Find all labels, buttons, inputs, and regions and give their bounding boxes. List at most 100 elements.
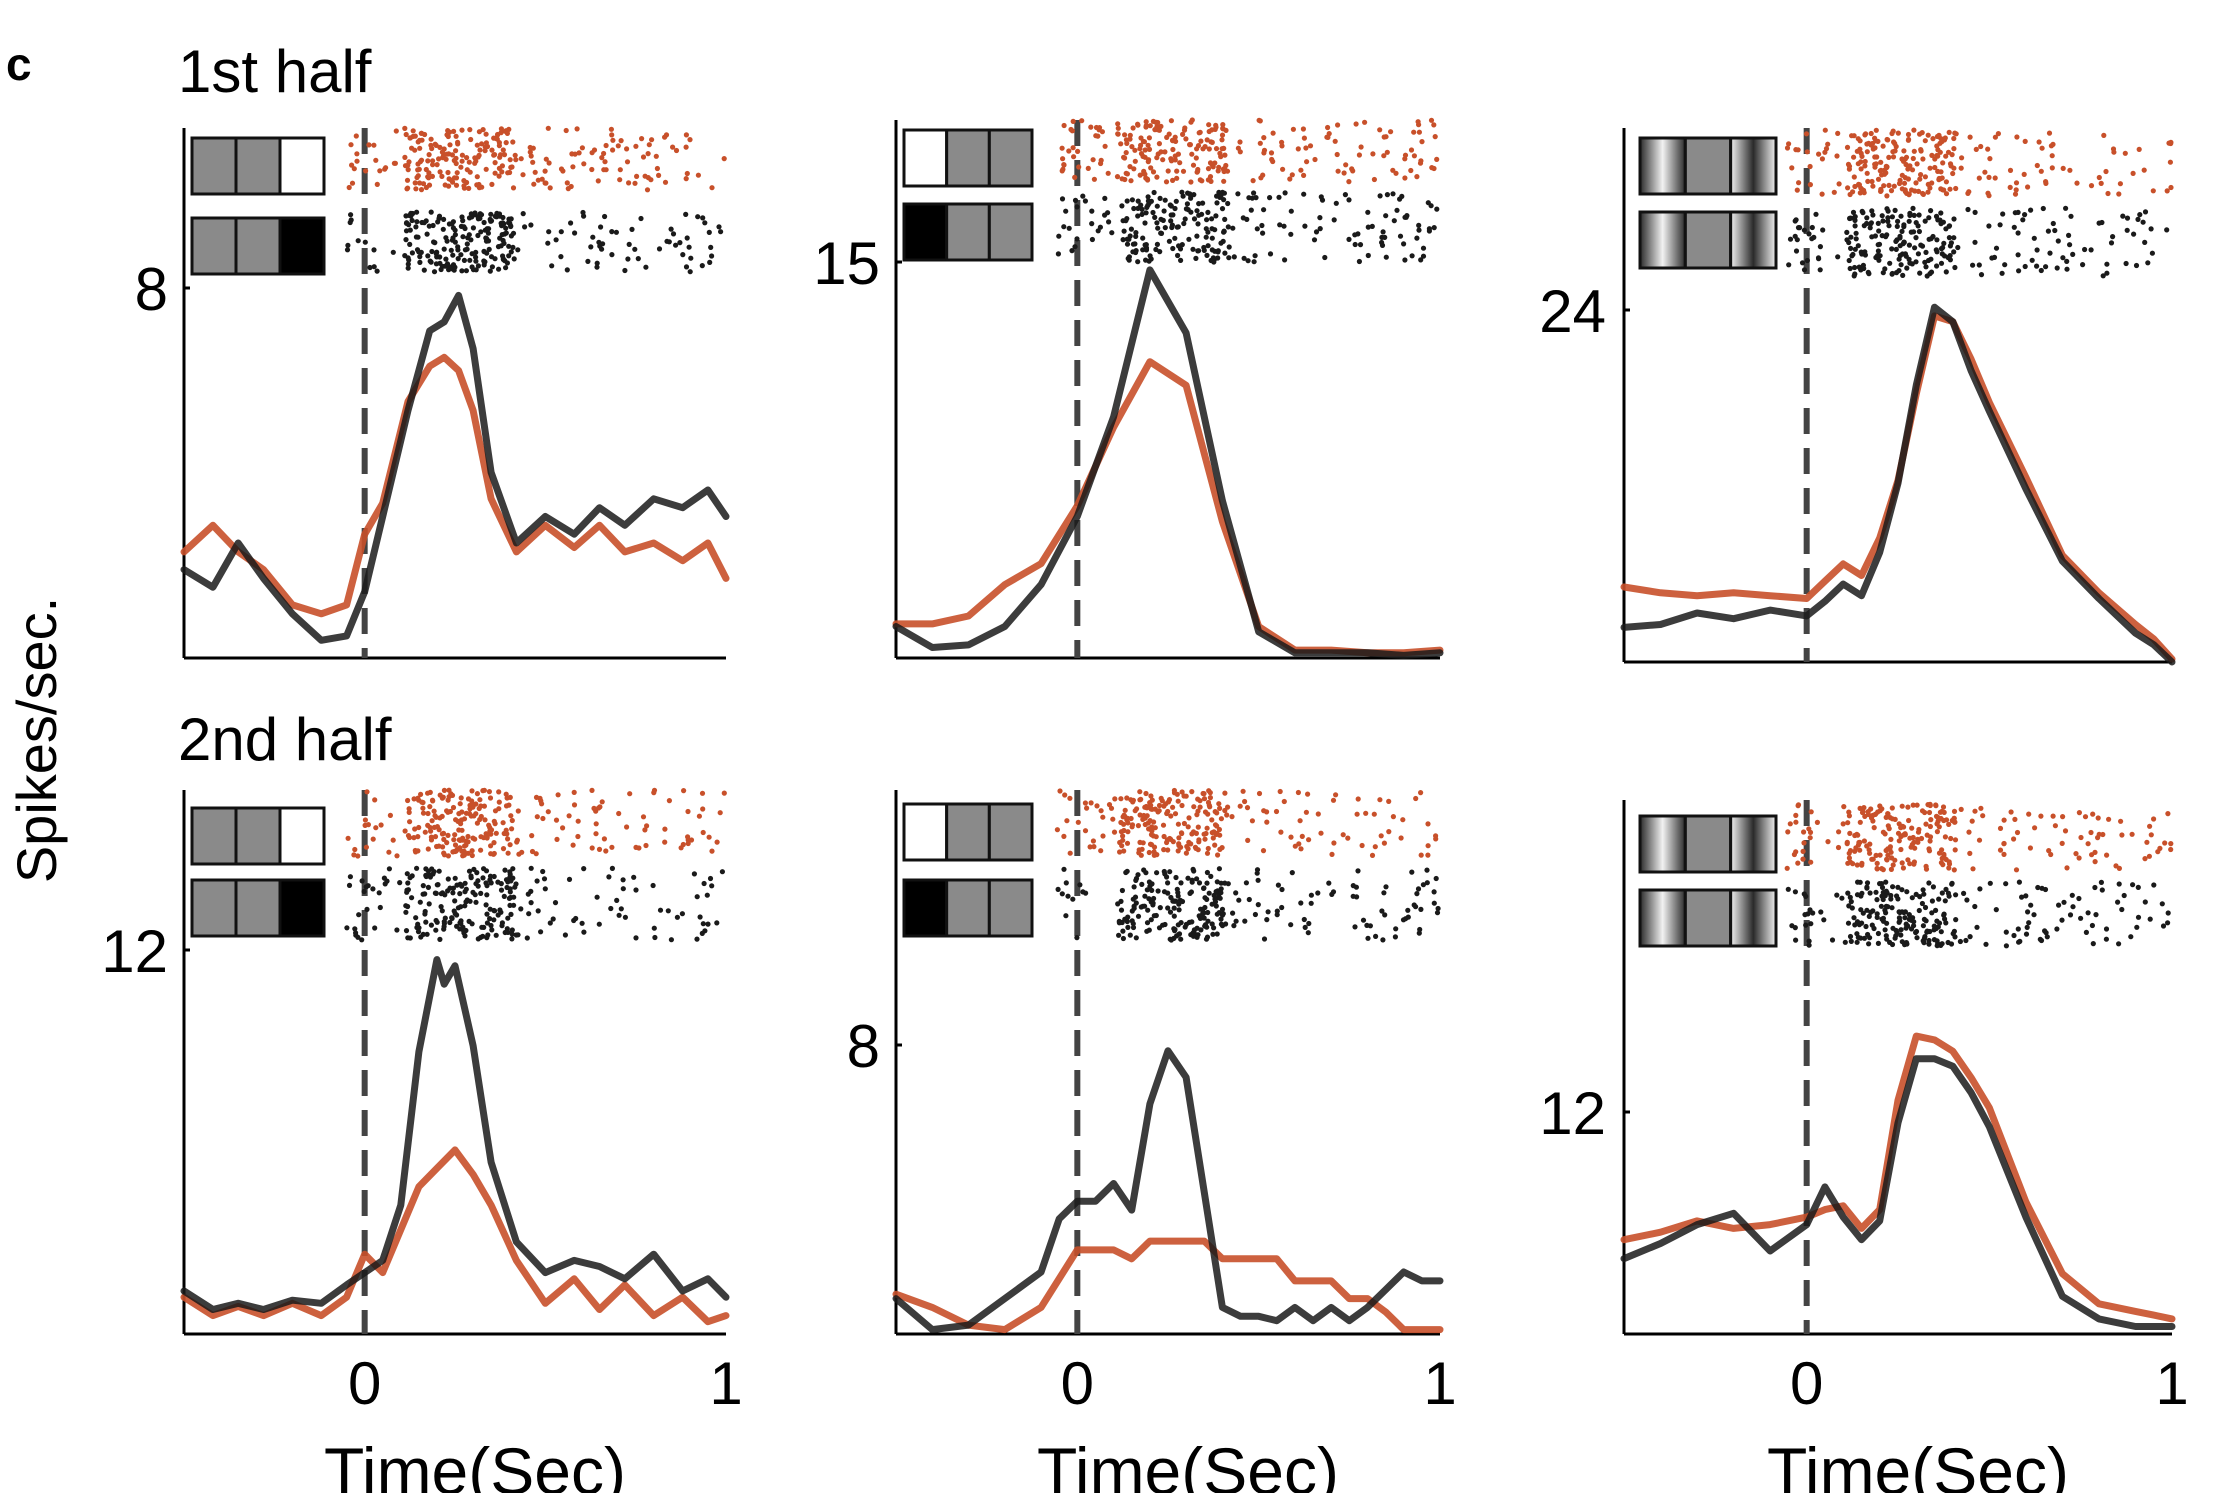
raster-dot <box>1377 797 1383 803</box>
raster-dot <box>589 845 595 851</box>
raster-dot <box>1142 821 1148 828</box>
raster-dot <box>378 822 384 828</box>
raster-dot <box>1168 813 1174 819</box>
raster-dot <box>487 795 494 801</box>
raster-dot <box>1174 175 1180 181</box>
raster-dot <box>372 797 378 803</box>
raster-dot <box>405 167 411 173</box>
raster-dot <box>1899 172 1905 178</box>
raster-dot <box>662 826 668 832</box>
raster-dot <box>1212 160 1218 166</box>
raster-dot <box>699 263 705 269</box>
stimulus-icon-1 <box>902 128 1034 188</box>
raster-dot <box>1207 795 1213 801</box>
raster-dot <box>609 865 616 872</box>
raster-dot <box>491 917 497 923</box>
raster-dot <box>662 134 668 140</box>
raster-dot <box>1867 841 1873 847</box>
raster-dot <box>2067 167 2073 173</box>
raster-dot <box>1379 908 1385 914</box>
raster-dot <box>1864 215 1870 221</box>
raster-dot <box>706 229 712 235</box>
raster-dot <box>410 128 416 134</box>
raster-dot <box>585 258 591 264</box>
raster-dot <box>424 231 430 237</box>
raster-dot <box>2055 238 2061 244</box>
raster-dot <box>1176 907 1182 913</box>
raster-dot <box>2050 141 2056 147</box>
raster-dot <box>1180 131 1186 137</box>
raster-dot <box>1146 258 1152 264</box>
raster-dot <box>1077 882 1083 888</box>
raster-dot <box>648 177 654 183</box>
raster-dot <box>624 146 630 152</box>
raster-dot <box>1302 223 1308 229</box>
stimulus-cell <box>1638 814 1687 874</box>
raster-dot <box>714 920 720 926</box>
raster-dot <box>1941 240 1947 246</box>
raster-dot <box>453 133 459 139</box>
raster-dot <box>1922 934 1928 940</box>
raster-dot <box>1249 195 1255 201</box>
raster-dot <box>1877 852 1883 858</box>
raster-dot <box>1195 824 1201 830</box>
raster-dot <box>2129 831 2135 837</box>
raster-dot <box>1910 834 1916 841</box>
raster-dot <box>1196 913 1202 919</box>
raster-dot <box>1879 881 1885 887</box>
raster-dot <box>1084 805 1090 811</box>
raster-dot <box>445 876 451 882</box>
raster-dot <box>1279 904 1285 911</box>
x-tick-label: 0 <box>1061 1350 1094 1417</box>
raster-dot <box>1072 174 1078 180</box>
raster-dot <box>1941 817 1947 824</box>
raster-dot <box>453 160 459 167</box>
raster-dot <box>609 229 615 235</box>
raster-dot <box>1890 154 1897 160</box>
raster-dot <box>1819 191 1825 197</box>
raster-dot <box>1243 880 1249 886</box>
raster-dot <box>503 265 509 271</box>
raster-dot <box>2080 262 2086 268</box>
raster-dot <box>1923 264 1929 270</box>
raster-dot <box>2028 207 2034 213</box>
raster-dot <box>454 912 460 918</box>
raster-dot <box>1807 835 1813 841</box>
raster-dot <box>491 840 497 846</box>
raster-dot <box>2159 901 2165 907</box>
raster-dot <box>1057 788 1063 794</box>
raster-dot <box>1231 923 1237 929</box>
stimulus-icon-2 <box>1638 888 1778 948</box>
raster-dot <box>1281 223 1287 229</box>
raster-dot <box>1967 134 1973 140</box>
raster-dot <box>423 919 429 925</box>
raster-dot <box>1249 818 1255 824</box>
raster-dot <box>1870 183 1876 189</box>
raster-dot <box>1858 893 1864 899</box>
raster-dot <box>1862 158 1868 165</box>
raster-dot <box>1859 153 1865 159</box>
raster-dot <box>1884 136 1890 143</box>
raster-dot <box>1909 895 1915 901</box>
raster-dot <box>1911 148 1917 154</box>
raster-dot <box>1934 918 1940 924</box>
raster-dot <box>454 882 460 888</box>
raster-dot <box>1930 233 1936 240</box>
raster-dot <box>508 223 514 230</box>
raster-dot <box>413 186 419 192</box>
raster-dot <box>640 814 647 820</box>
raster-dot <box>481 787 487 793</box>
raster-dot <box>1130 797 1136 803</box>
raster-dot <box>613 229 620 235</box>
raster-dot <box>452 239 458 245</box>
raster-dot <box>1806 231 1812 237</box>
raster-dot <box>1874 914 1880 921</box>
raster-dot <box>1951 135 1957 142</box>
raster-dot <box>2120 213 2126 219</box>
raster-dot <box>1153 246 1159 253</box>
raster-dot <box>2142 899 2148 905</box>
raster-dot <box>1945 890 1951 896</box>
raster-dot <box>1055 886 1061 893</box>
raster-dot <box>1958 806 1964 813</box>
raster-dot <box>450 890 456 896</box>
